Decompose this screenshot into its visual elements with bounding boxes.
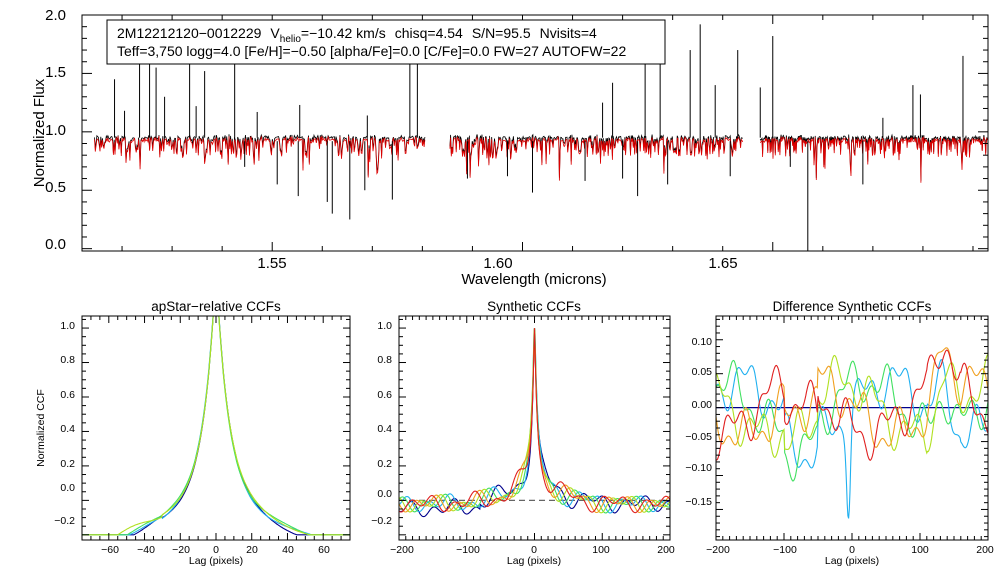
- ccf3-xtick-label: 0: [849, 544, 855, 556]
- ccf2-plot-area: [399, 328, 670, 518]
- spectrum-ytick-label: 2.0: [45, 7, 66, 24]
- ccf1-ytick-label: 1.0: [60, 320, 75, 332]
- ccf2-xtick-label: 200: [657, 544, 675, 556]
- legend-line-1: 2M12212120−0012229 Vhelio=−10.42 km/s chis…: [117, 25, 597, 45]
- ccf2-xtick-label: −200: [390, 544, 414, 556]
- chisq-value: chisq=4.54: [395, 25, 463, 41]
- ccf2-ticks: [398, 316, 671, 540]
- ccf1-ytick-label: 0.6: [60, 389, 75, 401]
- ccf2-ytick-label: 0.2: [377, 458, 392, 470]
- ccf3-ytick-label: −0.10: [685, 462, 712, 474]
- ccf3-ytick-label: 0.05: [692, 366, 713, 378]
- spectrum-plot-area: [94, 20, 988, 251]
- ccf1-series-lines: [82, 316, 350, 536]
- spectrum-panel: 2.0 1.5 1.0 0.5 0.0 1.55 1.60 1.65 Wavel…: [31, 7, 989, 288]
- ccf2-xtick-label: 0: [531, 544, 537, 556]
- spectrum-ytick-label: 1.0: [45, 122, 66, 139]
- ccf1-xtick-label: −60: [101, 544, 119, 556]
- ccf1-xtick-label: 0: [213, 544, 219, 556]
- ccf2-xtick-label: 100: [592, 544, 610, 556]
- spectrum-ytick-label: 1.5: [45, 64, 66, 81]
- ccf2-ytick-label: 0.6: [377, 389, 392, 401]
- ccf1-ytick-label: 0.0: [60, 482, 75, 494]
- ccf1-ytick-label: −0.2: [54, 515, 75, 527]
- vhelio-label: V: [270, 25, 280, 41]
- ccf2-ytick-label: 0.8: [377, 354, 392, 366]
- ccf1-title: apStar−relative CCFs: [151, 299, 281, 314]
- ccf1-xtick-label: 40: [282, 544, 294, 556]
- ccf3-xtick-label: −100: [773, 544, 797, 556]
- ccf3-ytick-label: −0.05: [685, 431, 712, 443]
- ccf3-xtick-label: 200: [976, 544, 994, 556]
- ccf3-xlabel: Lag (pixels): [825, 555, 879, 567]
- ccf1-ylabel: Normalized CCF: [35, 389, 47, 467]
- ccf2-ytick-label: −0.2: [371, 515, 392, 527]
- ccf-series-line: [399, 328, 670, 514]
- spectrum-xtick-label: 1.55: [257, 255, 286, 272]
- ccf1-ytick-label: 0.4: [60, 423, 75, 435]
- ccf-series-line: [399, 328, 670, 514]
- ccf-series-line: [399, 328, 670, 514]
- sn-value: S/N=95.5: [472, 25, 531, 41]
- ccf-series-line: [399, 328, 670, 514]
- ccf2-series-lines: [399, 328, 670, 518]
- ccf1-plot-area: [82, 316, 350, 536]
- ccf3-ytick-label: 0.00: [692, 399, 713, 411]
- ccf3-series-lines: [716, 347, 988, 519]
- spectrum-ylabel: Normalized Flux: [31, 78, 48, 187]
- spectrum-xtick-label: 1.65: [708, 255, 737, 272]
- ccf1-xlabel: Lag (pixels): [189, 555, 243, 567]
- spectrum-ytick-label: 0.5: [45, 179, 66, 196]
- ccf-series-line: [716, 359, 988, 482]
- ccf-series-line: [716, 347, 988, 448]
- ccf2-xtick-label: −100: [456, 544, 480, 556]
- vhelio-subscript: helio: [280, 34, 302, 45]
- legend-box: [106, 19, 666, 65]
- ccf-series-line: [716, 349, 988, 461]
- ccf3-panel: Difference Synthetic CCFs 0.10 0.05 0.00…: [685, 299, 993, 567]
- ccf2-ytick-label: 0.0: [377, 488, 392, 500]
- ccf1-ytick-label: 0.8: [60, 354, 75, 366]
- spectrum-legend: 2M12212120−0012229 Vhelio=−10.42 km/s chis…: [106, 19, 666, 65]
- ccf3-plot-area: [716, 347, 988, 519]
- object-id: 2M12212120−0012229: [117, 25, 262, 41]
- ccf1-xtick-label: −20: [172, 544, 190, 556]
- synthetic-fit-line: [94, 135, 988, 183]
- spectrum-ytick-label: 0.0: [45, 236, 66, 253]
- ccf1-axes-frame: [81, 315, 351, 541]
- ccf1-ticks: [81, 316, 351, 540]
- ccf2-xlabel: Lag (pixels): [507, 555, 561, 567]
- spectrum-xtick-label: 1.60: [483, 255, 512, 272]
- spectrum-spikes: [114, 20, 964, 251]
- ccf2-ytick-label: 0.4: [377, 423, 392, 435]
- ccf1-xtick-label: −40: [137, 544, 155, 556]
- stellar-params-line: Teff=3,750 logg=4.0 [Fe/H]=−0.50 [alpha/…: [117, 43, 626, 59]
- ccf2-title: Synthetic CCFs: [487, 299, 581, 314]
- spectrum-xlabel: Wavelength (microns): [461, 271, 606, 288]
- spectrum-axes-frame: [81, 14, 989, 252]
- ccf3-ytick-label: 0.10: [692, 336, 713, 348]
- spectrum-ticks: [82, 14, 988, 251]
- ccf-series-line: [399, 328, 670, 518]
- ccf-series-line: [716, 353, 988, 458]
- ccf2-ytick-label: 1.0: [377, 320, 392, 332]
- ccf3-ticks: [715, 316, 989, 540]
- ccf1-xtick-label: 60: [318, 544, 330, 556]
- ccf2-panel: Synthetic CCFs 1.0 0.8 0.6 0.4 0.2 0.0 −…: [371, 299, 675, 567]
- vhelio-value: =−10.42 km/s: [301, 25, 386, 41]
- ccf1-xtick-label: 20: [246, 544, 258, 556]
- ccf3-title: Difference Synthetic CCFs: [773, 299, 932, 314]
- ccf3-ytick-label: −0.15: [685, 496, 712, 508]
- ccf-series-line: [399, 328, 670, 514]
- ccf3-xtick-label: 100: [911, 544, 929, 556]
- ccf-series-line: [82, 316, 350, 536]
- ccf3-xtick-label: −200: [706, 544, 730, 556]
- ccf1-ytick-label: 0.2: [60, 458, 75, 470]
- nvisits-value: Nvisits=4: [540, 25, 597, 41]
- ccf1-panel: apStar−relative CCFs 1.0 0.8 0.6 0.4 0.2…: [35, 299, 351, 567]
